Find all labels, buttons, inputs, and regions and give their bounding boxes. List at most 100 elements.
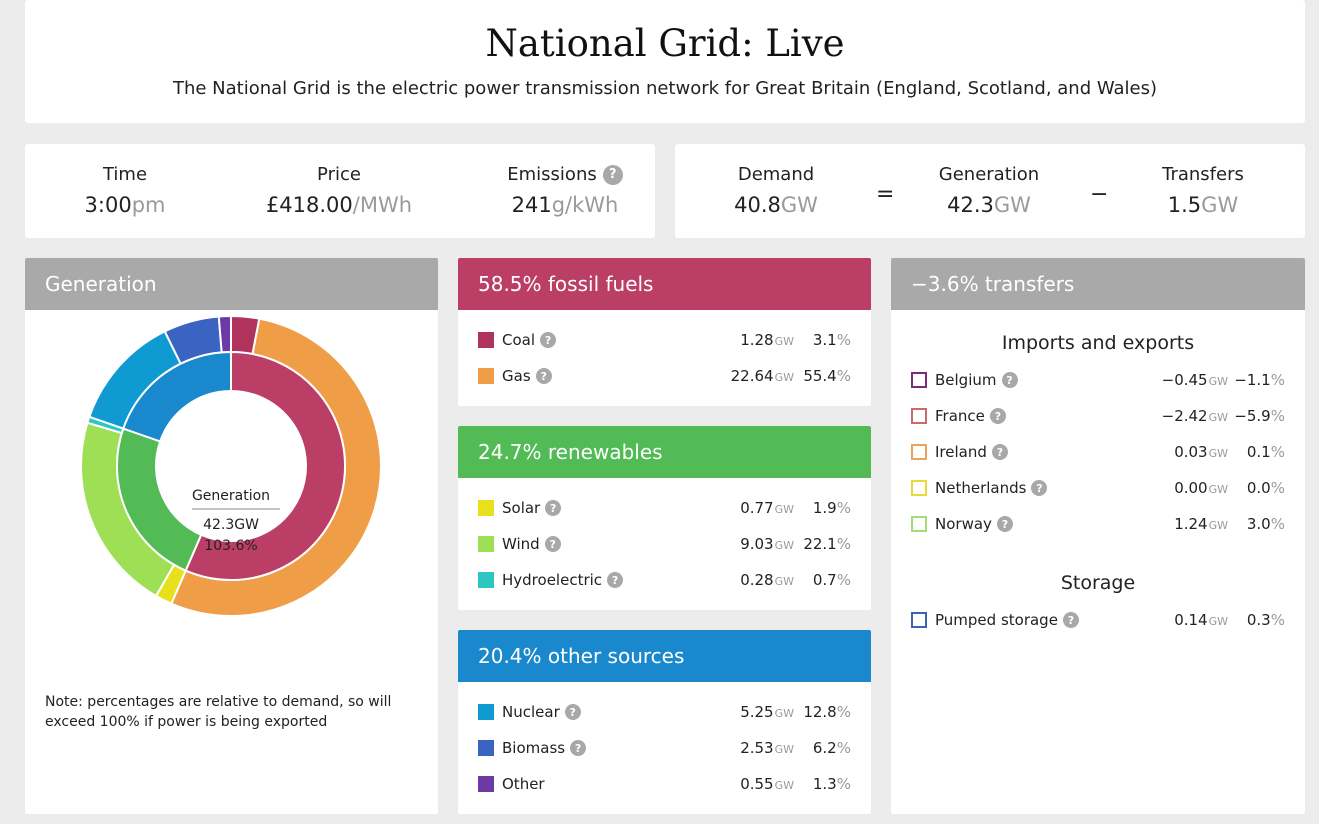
netherlands-swatch: [911, 480, 927, 496]
pct-unit: %: [1270, 479, 1285, 497]
equals-sign: =: [876, 182, 895, 207]
other-sources-panel: 20.4% other sources Nuclear? 5.25GW 12.8…: [458, 630, 871, 814]
stat-time: Time 3:00pm: [75, 164, 175, 217]
other-sources-title: 20.4% other sources: [458, 630, 871, 682]
source-gw: 2.53: [740, 739, 774, 757]
generation-panel-title: Generation: [25, 258, 438, 310]
stat-generation-unit: GW: [993, 193, 1031, 217]
pct-unit: %: [836, 367, 851, 385]
source-row-solar: Solar? 0.77GW 1.9%: [478, 490, 851, 526]
solar-swatch: [478, 500, 494, 516]
source-row-nuclear: Nuclear? 5.25GW 12.8%: [478, 694, 851, 730]
source-label: Solar: [502, 499, 541, 517]
donut-group-fossil[interactable]: [184, 350, 346, 581]
source-row-hydroelectric: Hydroelectric? 0.28GW 0.7%: [478, 562, 851, 598]
help-icon[interactable]: ?: [1001, 372, 1018, 388]
transfer-gw: −2.42: [1161, 407, 1208, 425]
help-icon[interactable]: ?: [1062, 612, 1079, 628]
biomass-swatch: [478, 740, 494, 756]
help-icon[interactable]: ?: [989, 408, 1006, 424]
generation-note: Note: percentages are relative to demand…: [45, 694, 392, 730]
pct-unit: %: [1270, 443, 1285, 461]
pct-unit: %: [836, 535, 851, 553]
source-pct: 0.7: [812, 571, 837, 589]
stat-demand-value: 40.8: [734, 193, 781, 217]
gw-unit: GW: [774, 743, 794, 756]
source-row-other: Other 0.55GW 1.3%: [478, 766, 851, 802]
stat-transfers-label: Transfers: [1162, 164, 1244, 185]
transfer-label: France: [935, 407, 985, 425]
source-gw: 0.55: [740, 775, 774, 793]
ireland-swatch: [911, 444, 927, 460]
help-icon[interactable]: ?: [996, 516, 1013, 532]
stat-price-unit: /MWh: [352, 193, 413, 217]
help-icon[interactable]: ?: [991, 444, 1008, 460]
source-label: Other: [502, 775, 545, 793]
transfer-row-ireland: Ireland? 0.03GW 0.1%: [911, 434, 1285, 470]
help-icon[interactable]: ?: [1031, 480, 1048, 496]
source-gw: 5.25: [740, 703, 774, 721]
fossil-fuels-title: 58.5% fossil fuels: [458, 258, 871, 310]
source-label: Gas: [502, 367, 531, 385]
gw-unit: GW: [1208, 375, 1228, 388]
stat-generation-value: 42.3: [947, 193, 994, 217]
hydroelectric-swatch: [478, 572, 494, 588]
source-gw: 0.28: [740, 571, 774, 589]
help-icon[interactable]: ?: [602, 164, 623, 185]
source-label: Nuclear: [502, 703, 560, 721]
gw-unit: GW: [1208, 411, 1228, 424]
minus-sign: −: [1090, 182, 1109, 207]
help-icon[interactable]: ?: [607, 572, 624, 588]
transfer-gw: 0.03: [1174, 443, 1208, 461]
pct-unit: %: [1270, 611, 1285, 629]
source-row-wind: Wind? 9.03GW 22.1%: [478, 526, 851, 562]
france-swatch: [911, 408, 927, 424]
gw-unit: GW: [1208, 519, 1228, 532]
generation-panel: Generation Generation 42.3GW 103.6% Note…: [25, 258, 438, 814]
source-gw: 22.64: [730, 367, 774, 385]
donut-group-other[interactable]: [122, 350, 232, 443]
source-pct: 1.3: [812, 775, 837, 793]
gw-unit: GW: [774, 707, 794, 720]
renewables-title: 24.7% renewables: [458, 426, 871, 478]
pct-unit: %: [836, 499, 851, 517]
donut-inner-ring: [116, 350, 346, 581]
pct-unit: %: [1270, 515, 1285, 533]
stat-generation: Generation 42.3GW: [924, 164, 1054, 217]
coal-swatch: [478, 332, 494, 348]
stats-summary-right: Demand 40.8GW = Generation 42.3GW − Tran…: [675, 144, 1305, 238]
stat-demand-unit: GW: [780, 193, 818, 217]
help-icon[interactable]: ?: [545, 500, 562, 516]
fossil-fuels-panel: 58.5% fossil fuels Coal? 1.28GW 3.1% Gas…: [458, 258, 871, 406]
help-icon[interactable]: ?: [540, 332, 557, 348]
transfer-pct: −5.9: [1234, 407, 1271, 425]
norway-swatch: [911, 516, 927, 532]
help-icon[interactable]: ?: [544, 536, 561, 552]
stat-price: Price £418.00/MWh: [259, 164, 419, 217]
source-pct: 1.9: [812, 499, 837, 517]
source-label: Hydroelectric: [502, 571, 603, 589]
pct-unit: %: [836, 775, 851, 793]
pumped-storage-swatch: [911, 612, 927, 628]
gas-swatch: [478, 368, 494, 384]
gw-unit: GW: [1208, 447, 1228, 460]
storage-title: Storage: [1060, 572, 1136, 594]
source-pct: 6.2: [812, 739, 837, 757]
page-title: National Grid: Live: [485, 22, 845, 65]
donut-slice-other[interactable]: [217, 314, 232, 354]
help-icon[interactable]: ?: [570, 740, 587, 756]
stat-emissions-value: 241: [511, 193, 552, 217]
source-row-coal: Coal? 1.28GW 3.1%: [478, 322, 851, 358]
stat-time-label: Time: [102, 164, 148, 185]
help-icon[interactable]: ?: [564, 704, 581, 720]
renewables-panel: 24.7% renewables Solar? 0.77GW 1.9% Wind…: [458, 426, 871, 610]
transfer-label: Norway: [935, 515, 992, 533]
source-gw: 1.28: [740, 331, 774, 349]
help-icon[interactable]: ?: [535, 368, 552, 384]
transfer-gw: 0.00: [1174, 479, 1208, 497]
source-label: Coal: [502, 331, 536, 349]
header-card: National Grid: Live The National Grid is…: [25, 0, 1305, 123]
gw-unit: GW: [1208, 615, 1228, 628]
pct-unit: %: [1270, 407, 1285, 425]
source-label: Wind: [502, 535, 540, 553]
